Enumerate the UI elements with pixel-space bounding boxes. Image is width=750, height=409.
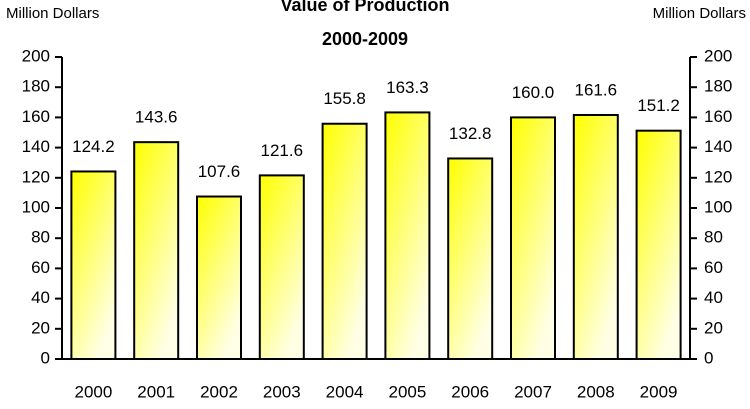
x-tick-label: 2009 bbox=[640, 382, 678, 401]
y2-axis-label: Million Dollars bbox=[653, 5, 746, 22]
y-tick-label: 40 bbox=[31, 288, 50, 307]
x-tick-label: 2005 bbox=[388, 382, 426, 401]
y2-tick-label: 20 bbox=[704, 318, 723, 337]
y2-tick-label: 60 bbox=[704, 258, 723, 277]
y-tick-label: 20 bbox=[31, 318, 50, 337]
data-label: 155.8 bbox=[323, 89, 366, 108]
y2-tick-label: 100 bbox=[704, 197, 732, 216]
data-label: 124.2 bbox=[72, 137, 115, 156]
y-axis-label: Million Dollars bbox=[6, 5, 99, 22]
x-tick-label: 2000 bbox=[74, 382, 112, 401]
bar bbox=[572, 113, 619, 361]
data-label: 151.2 bbox=[637, 96, 680, 115]
bar bbox=[133, 141, 180, 360]
bar bbox=[510, 116, 556, 361]
data-label: 143.6 bbox=[135, 108, 178, 127]
x-tick-label: 2003 bbox=[263, 382, 301, 401]
x-tick-label: 2004 bbox=[326, 382, 364, 401]
x-tick-label: 2001 bbox=[137, 382, 175, 401]
data-label: 121.6 bbox=[261, 141, 304, 160]
y-tick-label: 120 bbox=[22, 167, 50, 186]
chart-subtitle: 2000-2009 bbox=[322, 29, 408, 49]
data-label: 161.6 bbox=[575, 80, 618, 99]
bar bbox=[447, 157, 494, 360]
x-tick-label: 2002 bbox=[200, 382, 238, 401]
bar bbox=[384, 111, 431, 360]
x-tick-label: 2007 bbox=[514, 382, 552, 401]
bar bbox=[70, 170, 117, 360]
chart-title: Value of Production bbox=[280, 0, 449, 15]
y2-tick-label: 140 bbox=[704, 137, 732, 156]
y2-tick-label: 200 bbox=[704, 46, 732, 65]
y2-tick-label: 120 bbox=[704, 167, 732, 186]
data-label: 163.3 bbox=[386, 78, 429, 97]
y-tick-label: 100 bbox=[22, 197, 50, 216]
y2-tick-label: 180 bbox=[704, 77, 732, 96]
y-tick-label: 60 bbox=[31, 258, 50, 277]
y-tick-label: 160 bbox=[22, 107, 50, 126]
y-tick-label: 0 bbox=[41, 348, 50, 367]
y-tick-label: 140 bbox=[22, 137, 50, 156]
x-tick-label: 2006 bbox=[451, 382, 489, 401]
y2-tick-label: 160 bbox=[704, 107, 732, 126]
y2-tick-label: 80 bbox=[704, 228, 723, 247]
bar bbox=[321, 122, 368, 360]
bar bbox=[258, 174, 305, 360]
y-tick-label: 80 bbox=[31, 228, 50, 247]
y-tick-label: 180 bbox=[22, 77, 50, 96]
y2-tick-label: 0 bbox=[704, 348, 713, 367]
bar bbox=[635, 129, 682, 360]
bar bbox=[196, 195, 242, 360]
x-tick-label: 2008 bbox=[577, 382, 615, 401]
y-tick-label: 200 bbox=[22, 46, 50, 65]
data-label: 160.0 bbox=[512, 83, 555, 102]
data-label: 107.6 bbox=[198, 162, 241, 181]
data-label: 132.8 bbox=[449, 124, 492, 143]
y2-tick-label: 40 bbox=[704, 288, 723, 307]
